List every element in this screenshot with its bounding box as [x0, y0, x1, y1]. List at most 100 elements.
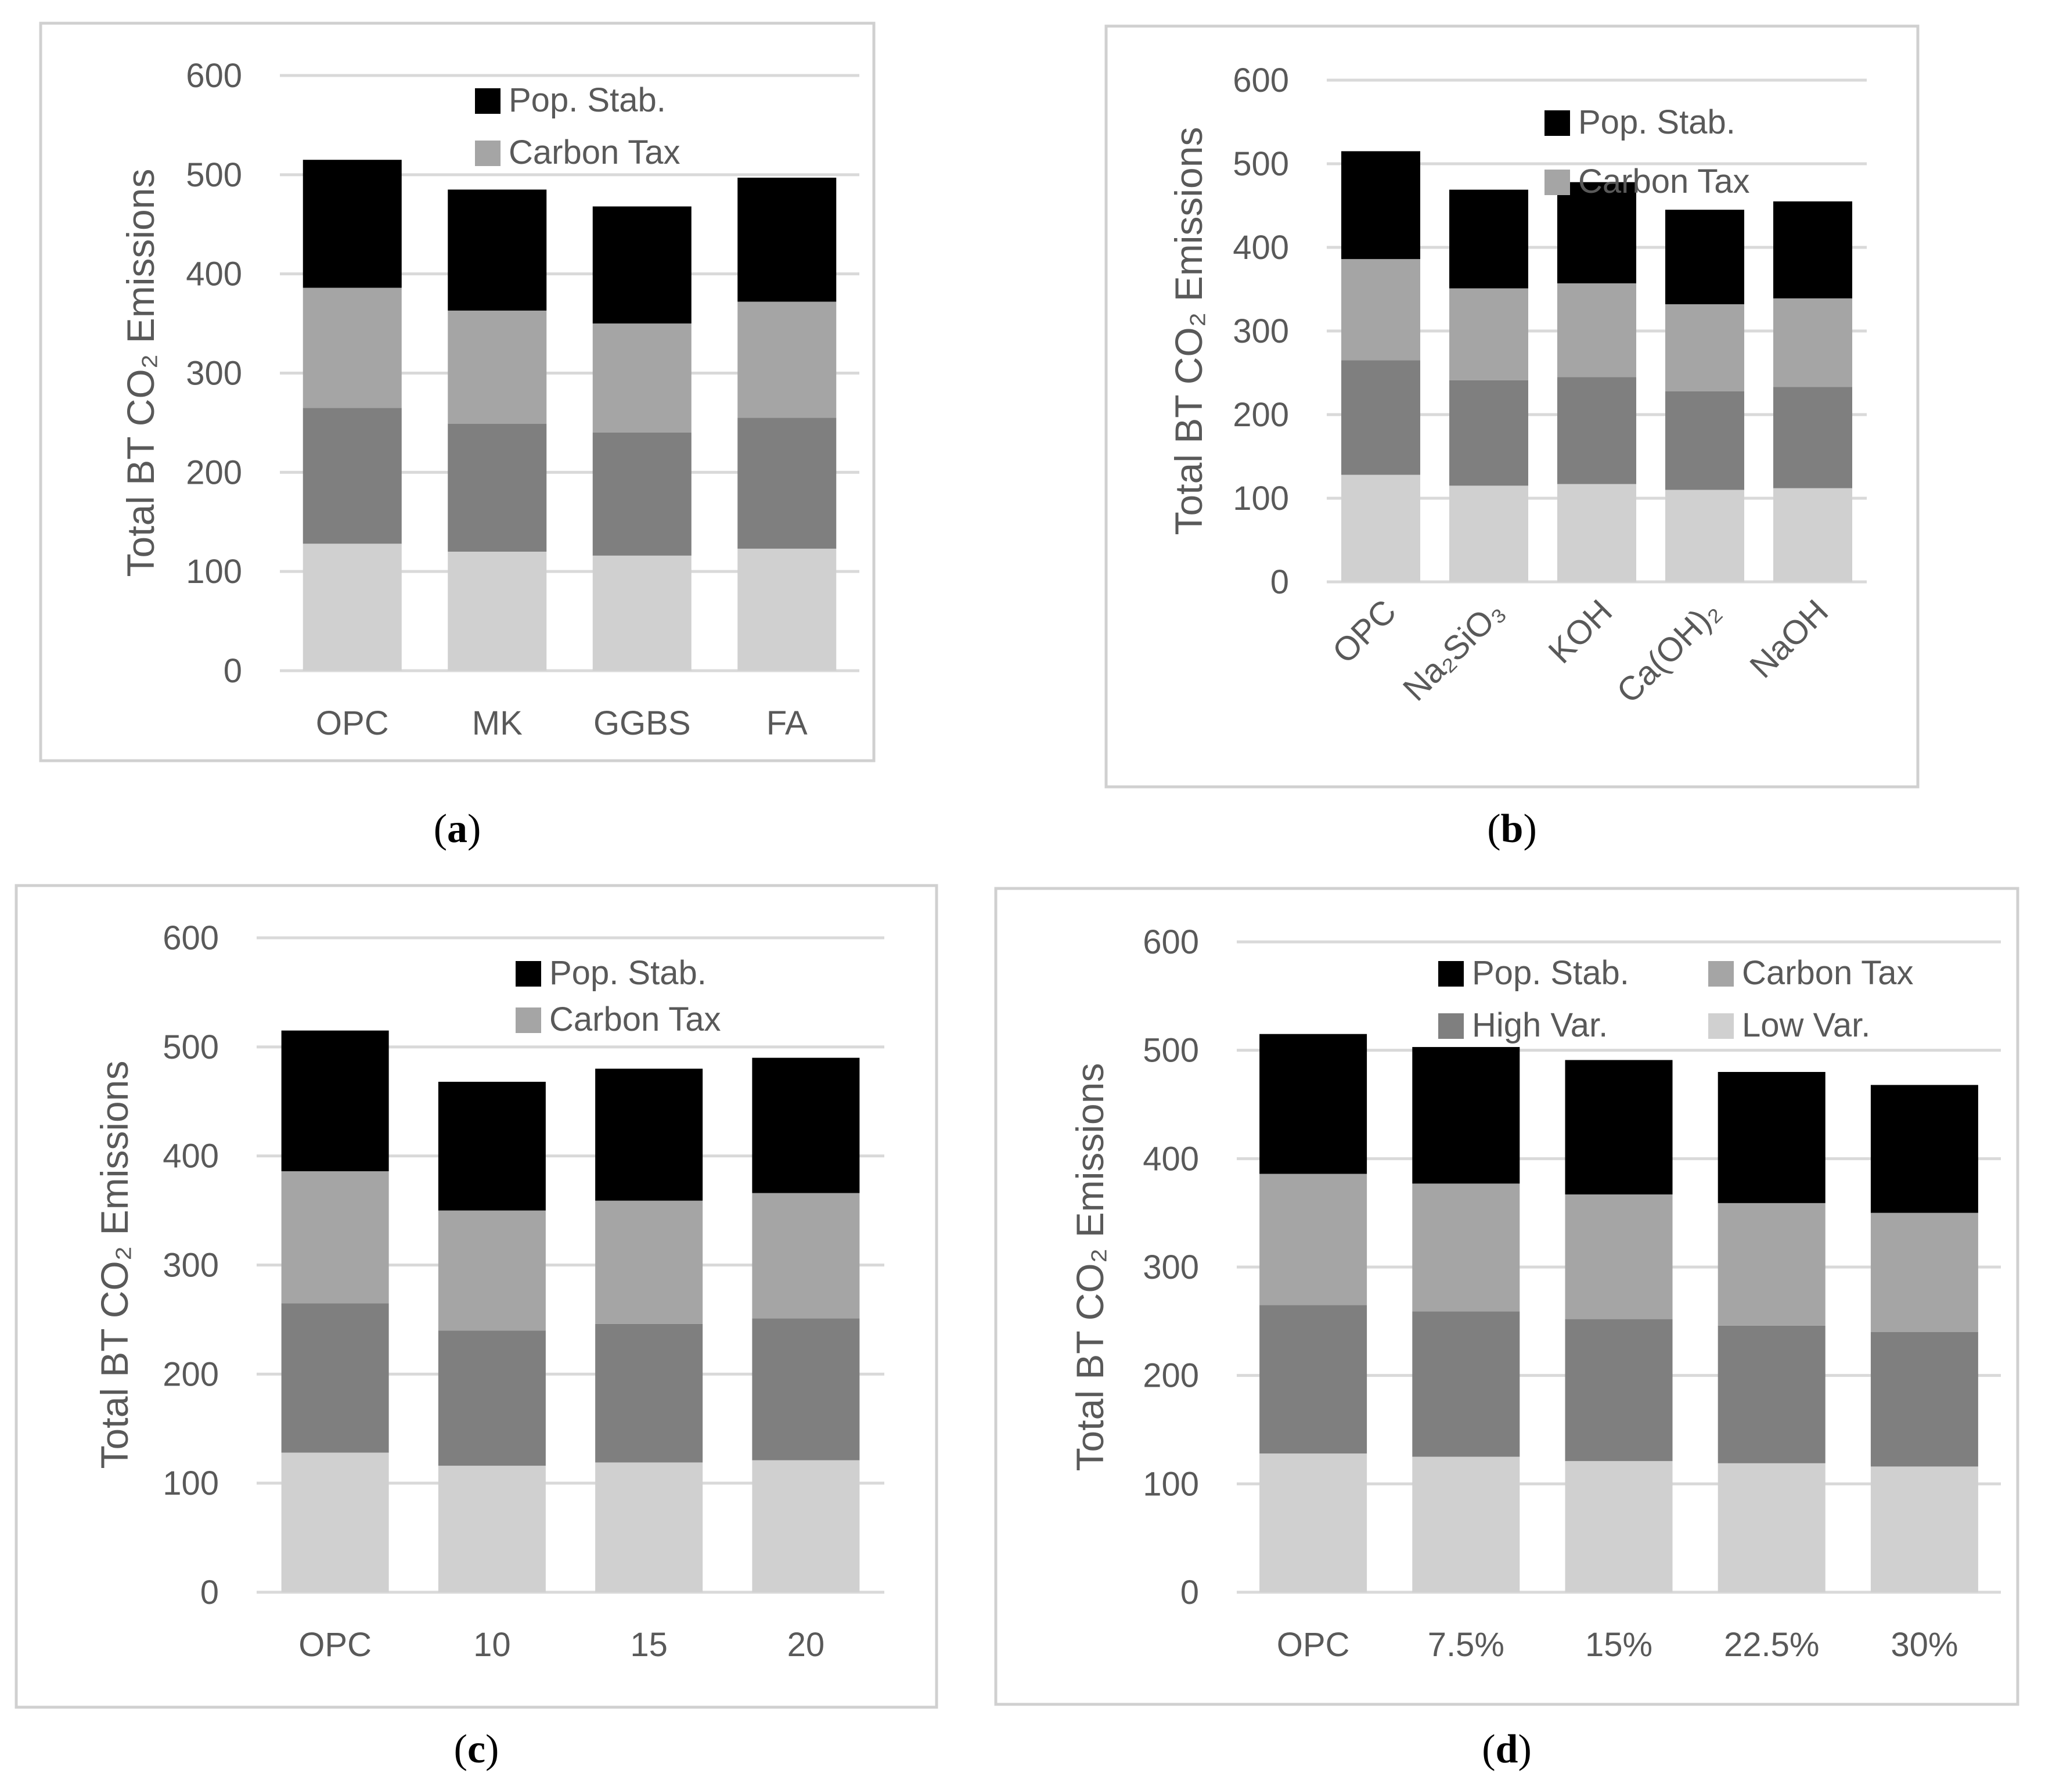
legend-label: High Var. [1472, 1006, 1608, 1044]
x-tick-label: OPC [298, 1626, 372, 1664]
bar-high-var-0 [303, 408, 402, 544]
legend-swatch [1544, 170, 1570, 195]
bar-pop-stab-3 [1718, 1072, 1826, 1203]
x-tick-label: 15% [1585, 1626, 1652, 1664]
bar-high-var-4 [1870, 1332, 1978, 1467]
bar-pop-stab-3 [1665, 210, 1744, 304]
bar-high-var-1 [1412, 1311, 1520, 1457]
y-tick-label: 500 [1233, 145, 1289, 183]
y-tick-label: 400 [1233, 229, 1289, 267]
bar-pop-stab-1 [1412, 1047, 1520, 1184]
bar-carbon-tax-3 [737, 301, 837, 418]
y-tick-label: 400 [186, 256, 242, 293]
chart-panel-a: 0 100 200 300 400 500 600 Total BT CO₂ Emission… [39, 21, 876, 851]
bar-low-var-4 [1773, 488, 1852, 582]
legend-label: Low Var. [1742, 1006, 1870, 1044]
legend-swatch [475, 88, 501, 114]
legend-label: Pop. Stab. [549, 954, 707, 992]
bar-low-var-3 [752, 1460, 860, 1592]
legend-swatch [1438, 961, 1464, 987]
bar-high-var-3 [1718, 1325, 1826, 1463]
bar-low-var-3 [737, 548, 837, 671]
legend-swatch [1708, 961, 1734, 987]
legend-label: Carbon Tax [1742, 954, 1914, 992]
bar-low-var-0 [1341, 474, 1420, 582]
legend-label: Carbon Tax [1578, 163, 1750, 200]
y-tick-label: 400 [1143, 1140, 1199, 1178]
bar-low-var-4 [1870, 1466, 1978, 1592]
y-tick-label: 0 [1270, 563, 1289, 601]
bar-low-var-2 [1557, 484, 1636, 582]
bar-pop-stab-2 [592, 206, 692, 324]
bar-high-var-3 [1665, 391, 1744, 490]
bar-high-var-0 [1259, 1305, 1367, 1454]
bar-carbon-tax-1 [1412, 1183, 1520, 1312]
y-tick-label: 100 [186, 553, 242, 591]
bar-carbon-tax-3 [1718, 1203, 1826, 1326]
y-tick-label: 200 [163, 1355, 219, 1393]
y-tick-label: 600 [163, 919, 219, 957]
panel-caption: (c) [454, 1727, 499, 1772]
x-tick-label: FA [766, 704, 808, 742]
bar-high-var-0 [1341, 360, 1420, 475]
bar-carbon-tax-2 [1565, 1194, 1673, 1319]
panel-caption: (a) [434, 807, 481, 851]
bar-carbon-tax-2 [1557, 283, 1636, 377]
bar-high-var-3 [752, 1318, 860, 1460]
y-tick-label: 100 [1233, 480, 1289, 517]
y-tick-label: 200 [186, 454, 242, 491]
y-tick-label: 600 [186, 57, 242, 95]
x-tick-label: 15 [630, 1626, 668, 1664]
bar-high-var-2 [1565, 1319, 1673, 1462]
legend-swatch [1708, 1013, 1734, 1039]
bar-low-var-0 [1259, 1453, 1367, 1592]
bar-low-var-0 [281, 1452, 389, 1592]
y-axis-label: Total BT CO₂ Emissions [93, 1061, 136, 1469]
bar-high-var-0 [281, 1303, 389, 1453]
y-tick-label: 600 [1233, 62, 1289, 99]
bar-carbon-tax-3 [1665, 304, 1744, 391]
y-tick-label: 300 [186, 355, 242, 393]
y-tick-label: 300 [163, 1247, 219, 1284]
bar-low-var-1 [1412, 1456, 1520, 1592]
y-tick-label: 100 [1143, 1465, 1199, 1503]
y-tick-label: 0 [200, 1574, 219, 1611]
bar-carbon-tax-2 [595, 1200, 703, 1324]
bar-high-var-3 [737, 418, 837, 549]
y-axis-label: Total BT CO₂ Emissions [1167, 127, 1210, 535]
chart-panel-d: 0 100 200 300 400 500 600 Total BT CO₂ Emission… [994, 887, 2019, 1772]
x-tick-label: MK [472, 704, 523, 742]
bar-carbon-tax-4 [1870, 1212, 1978, 1332]
legend-swatch [1544, 110, 1570, 136]
legend-label: Pop. Stab. [1472, 954, 1629, 992]
bar-carbon-tax-3 [752, 1193, 860, 1319]
y-tick-label: 500 [186, 156, 242, 194]
bar-pop-stab-1 [448, 189, 547, 311]
legend-label: Carbon Tax [549, 1001, 721, 1038]
chart-panel-c: 0 100 200 300 400 500 600 Total BT CO₂ Emission… [15, 884, 938, 1772]
y-tick-label: 400 [163, 1138, 219, 1175]
bar-high-var-1 [1449, 380, 1528, 486]
bar-carbon-tax-0 [303, 287, 402, 408]
bar-pop-stab-4 [1870, 1085, 1978, 1213]
bar-pop-stab-3 [752, 1057, 860, 1193]
legend-label: Pop. Stab. [1578, 103, 1736, 141]
x-tick-label: 20 [787, 1626, 825, 1664]
y-tick-label: 100 [163, 1464, 219, 1502]
bar-low-var-0 [303, 544, 402, 671]
bar-low-var-1 [1449, 485, 1528, 582]
x-tick-label: OPC [316, 704, 389, 742]
bar-low-var-1 [448, 552, 547, 671]
bar-low-var-1 [438, 1466, 546, 1592]
x-tick-label: 30% [1891, 1626, 1958, 1664]
y-tick-label: 300 [1143, 1248, 1199, 1286]
y-tick-label: 200 [1233, 396, 1289, 434]
y-tick-label: 0 [1180, 1574, 1199, 1611]
panel-caption: (b) [1487, 807, 1537, 851]
y-tick-label: 300 [1233, 312, 1289, 350]
bar-pop-stab-2 [1557, 182, 1636, 283]
y-axis-label: Total BT CO₂ Emissions [1068, 1063, 1111, 1471]
y-tick-label: 0 [224, 652, 242, 690]
panel-caption: (d) [1482, 1727, 1532, 1772]
bar-pop-stab-2 [595, 1068, 703, 1201]
